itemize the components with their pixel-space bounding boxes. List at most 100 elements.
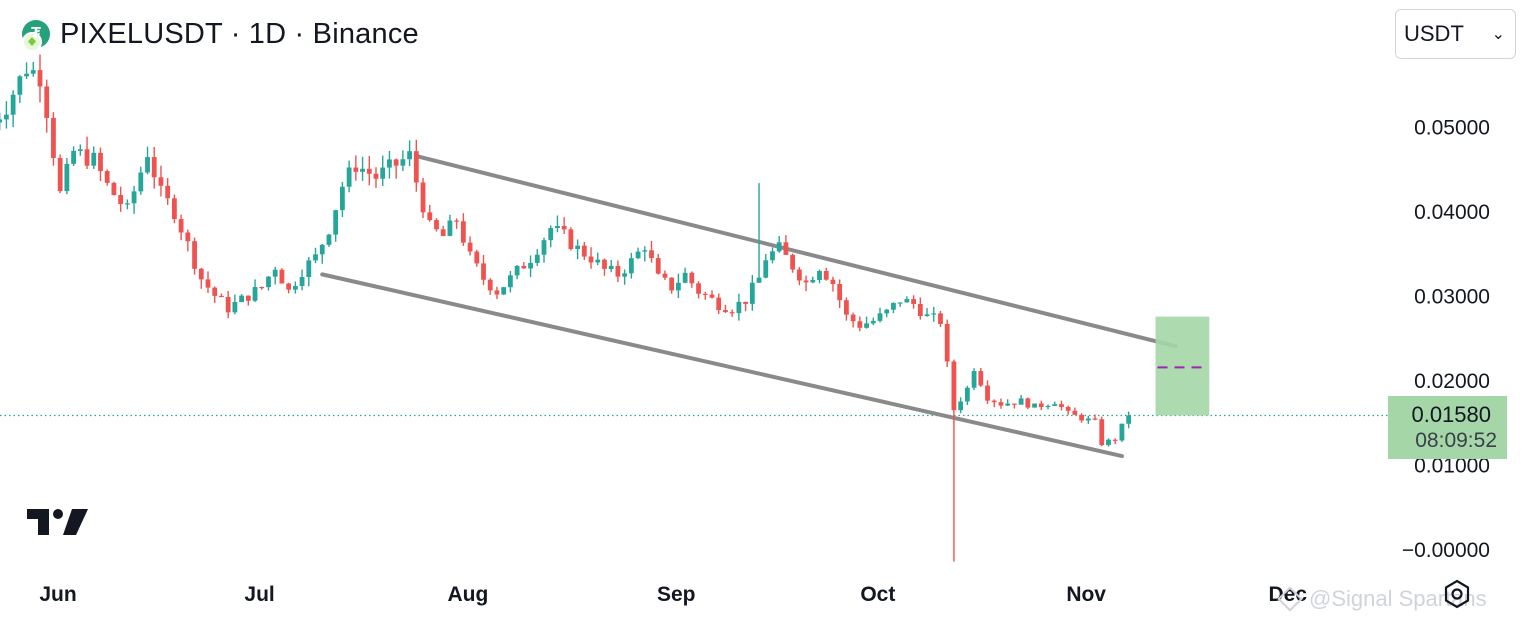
- candle: [615, 260, 621, 283]
- tradingview-logo-icon[interactable]: [27, 505, 89, 537]
- candle: [299, 269, 305, 291]
- candle: [1092, 414, 1098, 421]
- candle: [857, 316, 863, 332]
- candle: [501, 286, 507, 296]
- y-tick-label: 0.04000: [1414, 201, 1490, 224]
- candle: [219, 293, 224, 298]
- candle: [84, 136, 90, 169]
- candle: [555, 215, 560, 233]
- candle: [723, 304, 728, 313]
- candle: [985, 380, 990, 404]
- candle: [575, 239, 580, 260]
- candle: [864, 316, 869, 329]
- candle: [346, 160, 352, 193]
- candle: [702, 291, 708, 300]
- currency-select[interactable]: USDT ⌄: [1395, 9, 1516, 59]
- candle: [487, 278, 493, 295]
- candle: [951, 359, 957, 562]
- y-tick-label: 0.02000: [1414, 370, 1490, 393]
- y-tick-label: 0.05000: [1414, 117, 1490, 140]
- candle: [1012, 403, 1017, 409]
- candle: [837, 279, 843, 308]
- bar-countdown: 08:09:52: [1415, 429, 1497, 452]
- candle: [71, 146, 76, 166]
- candle: [689, 271, 695, 288]
- candle: [749, 275, 755, 311]
- last-price-value: 0.01580: [1411, 402, 1491, 427]
- candle: [608, 259, 614, 273]
- price-axis[interactable]: 0.05000 0.04000 0.03000 0.02000 0.01000 −0.00…: [1402, 117, 1490, 563]
- candle: [118, 186, 124, 212]
- candle: [252, 279, 258, 303]
- candle: [1079, 413, 1084, 423]
- chart-header: PIXELUSDT · 1D · Binance: [22, 14, 419, 54]
- candle: [891, 302, 896, 314]
- candle: [172, 194, 177, 224]
- tether-coin-icon: [22, 20, 50, 52]
- candle: [756, 183, 762, 283]
- candle: [1018, 395, 1024, 405]
- candle: [37, 54, 43, 103]
- candle: [944, 319, 950, 368]
- settings-gear-icon[interactable]: [1441, 578, 1473, 610]
- candle: [588, 247, 594, 269]
- candle: [1099, 416, 1105, 447]
- candle: [474, 249, 480, 267]
- candle: [360, 156, 365, 181]
- candle: [561, 217, 567, 234]
- x-tick-label: Sep: [657, 583, 696, 606]
- candle: [602, 258, 607, 276]
- candle: [353, 155, 359, 181]
- candle: [770, 247, 775, 264]
- candle: [313, 247, 318, 264]
- watermark-diamond-icon: [1277, 586, 1303, 612]
- candle: [991, 399, 997, 408]
- candle: [393, 158, 399, 179]
- candle: [460, 213, 466, 246]
- candle: [1032, 403, 1037, 408]
- candle: [534, 249, 540, 266]
- candle: [44, 79, 50, 133]
- candle: [669, 277, 675, 294]
- candle: [964, 385, 970, 406]
- candle: [266, 276, 271, 291]
- candle: [454, 218, 460, 229]
- target-zone[interactable]: [1155, 316, 1210, 416]
- candle: [111, 181, 117, 196]
- candle: [1065, 405, 1071, 415]
- candle: [212, 286, 218, 303]
- candle: [904, 296, 910, 303]
- candle: [279, 268, 285, 284]
- candle: [57, 154, 63, 194]
- candle: [541, 237, 547, 263]
- candle: [333, 209, 339, 242]
- candle: [877, 307, 883, 323]
- candle: [198, 267, 204, 289]
- candle: [1072, 407, 1078, 415]
- candle: [796, 267, 802, 286]
- target-zone-layer: [1155, 316, 1210, 416]
- candle: [225, 290, 231, 319]
- currency-select-value: USDT: [1404, 21, 1464, 46]
- candle: [98, 147, 103, 182]
- candle: [850, 312, 856, 328]
- candle: [830, 276, 836, 292]
- candle: [1106, 438, 1111, 447]
- candle: [884, 308, 890, 318]
- candle: [239, 294, 244, 303]
- candle: [380, 155, 386, 186]
- candle: [30, 61, 36, 77]
- candle: [400, 150, 406, 171]
- x-tick-label: Dec: [1268, 583, 1307, 606]
- candle: [1119, 423, 1125, 442]
- candle: [340, 181, 345, 217]
- y-tick-label: 0.01000: [1414, 455, 1490, 478]
- upper-trendline[interactable]: [414, 154, 1178, 349]
- lower-trendline[interactable]: [320, 272, 1124, 459]
- candle: [124, 199, 130, 210]
- time-axis[interactable]: Jun Jul Aug Sep Oct Nov Dec: [39, 583, 1307, 606]
- candle: [1059, 400, 1064, 411]
- candle: [642, 246, 648, 262]
- candle: [790, 253, 796, 273]
